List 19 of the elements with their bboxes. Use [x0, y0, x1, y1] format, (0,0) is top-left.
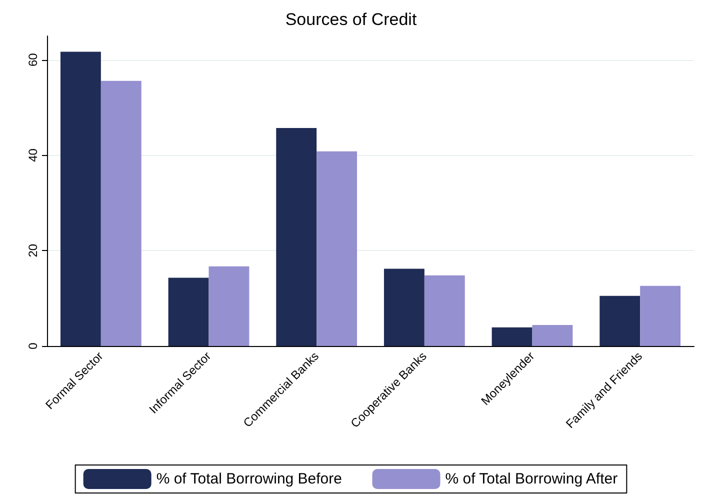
bar: [600, 296, 640, 346]
y-tick-label: 40: [26, 148, 40, 162]
bar: [316, 151, 358, 346]
bar: [424, 275, 465, 346]
bar: [532, 325, 573, 346]
bar: [492, 327, 532, 346]
legend-label: % of Total Borrowing Before: [156, 470, 342, 488]
bar: [208, 266, 250, 346]
y-tick-label: 20: [26, 244, 40, 258]
y-tick-label: 60: [26, 52, 40, 67]
bar: [100, 80, 142, 346]
legend-label: % of Total Borrowing After: [445, 470, 618, 488]
bar: [168, 278, 209, 346]
bar: [60, 52, 101, 346]
bar: [276, 128, 317, 346]
bar: [640, 286, 681, 346]
y-tick-label: 0: [26, 342, 40, 350]
bar: [384, 268, 424, 346]
chart-title: Sources of Credit: [285, 10, 417, 29]
